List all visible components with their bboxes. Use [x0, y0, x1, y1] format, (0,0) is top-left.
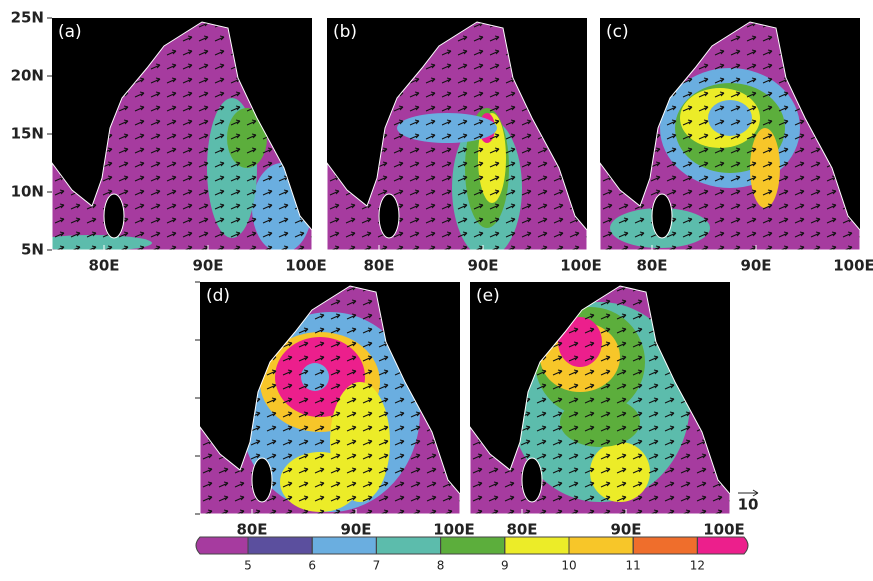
- colorbar-label: 11: [626, 559, 641, 573]
- colorbar-segment: [569, 537, 633, 554]
- panel-label: (e): [476, 286, 500, 306]
- map-panel: (d) 80E 90E 100E: [195, 282, 475, 539]
- colorbar-segment: [505, 537, 569, 554]
- map-panel: (c) 80E 90E 100E: [600, 18, 873, 275]
- colorbar-label: 6: [308, 559, 316, 573]
- lat-label: 10N: [11, 183, 44, 201]
- lon-label: 90E: [340, 521, 371, 539]
- lon-label: 80E: [236, 521, 267, 539]
- colorbar-segment: [376, 537, 440, 554]
- sri-lanka: [252, 458, 272, 502]
- colorbar-segment: [312, 537, 376, 554]
- lon-label: 100E: [703, 521, 745, 539]
- panel-label: (b): [333, 22, 357, 42]
- reference-label: 10: [738, 496, 759, 514]
- lon-label: 90E: [467, 257, 498, 275]
- sri-lanka: [379, 194, 399, 238]
- sri-lanka: [652, 194, 672, 238]
- colorbar-segment: [633, 537, 697, 554]
- sri-lanka: [104, 194, 124, 238]
- colorbar-label: 8: [437, 559, 445, 573]
- colorbar-label: 7: [373, 559, 381, 573]
- lat-label: 25N: [11, 9, 44, 27]
- lon-label: 90E: [740, 257, 771, 275]
- lon-label: 100E: [560, 257, 602, 275]
- lon-label: 80E: [636, 257, 667, 275]
- lat-label: 15N: [11, 125, 44, 143]
- map-panel: (e) 80E 90E 100E: [470, 282, 745, 539]
- lat-label: 20N: [11, 67, 44, 85]
- lat-label: 5N: [21, 241, 44, 259]
- map-panel: (a) 80E 90E 100E 25N 20N 15N 10N 5N: [11, 9, 327, 275]
- figure: (a) 80E 90E 100E 25N 20N 15N 10N 5N (b) 80E 90E 100E…: [0, 0, 873, 576]
- colorbar-segment: [248, 537, 312, 554]
- lon-label: 100E: [285, 257, 327, 275]
- lon-label: 100E: [833, 257, 873, 275]
- panel-label: (a): [58, 22, 82, 42]
- lon-label: 80E: [363, 257, 394, 275]
- lon-label: 90E: [192, 257, 223, 275]
- colorbar-label: 5: [244, 559, 252, 573]
- lon-label: 100E: [433, 521, 475, 539]
- map-panel: (b) 80E 90E 100E: [327, 18, 602, 275]
- colorbar-label: 10: [561, 559, 576, 573]
- colorbar-cap: [697, 537, 748, 554]
- lon-label: 90E: [610, 521, 641, 539]
- panel-label: (c): [606, 22, 629, 42]
- sri-lanka: [522, 458, 542, 502]
- lon-label: 80E: [88, 257, 119, 275]
- lon-label: 80E: [506, 521, 537, 539]
- colorbar-cap: [196, 537, 248, 554]
- colorbar-label: 12: [690, 559, 705, 573]
- colorbar-segment: [441, 537, 505, 554]
- colorbar-label: 9: [501, 559, 509, 573]
- panel-label: (d): [206, 286, 230, 306]
